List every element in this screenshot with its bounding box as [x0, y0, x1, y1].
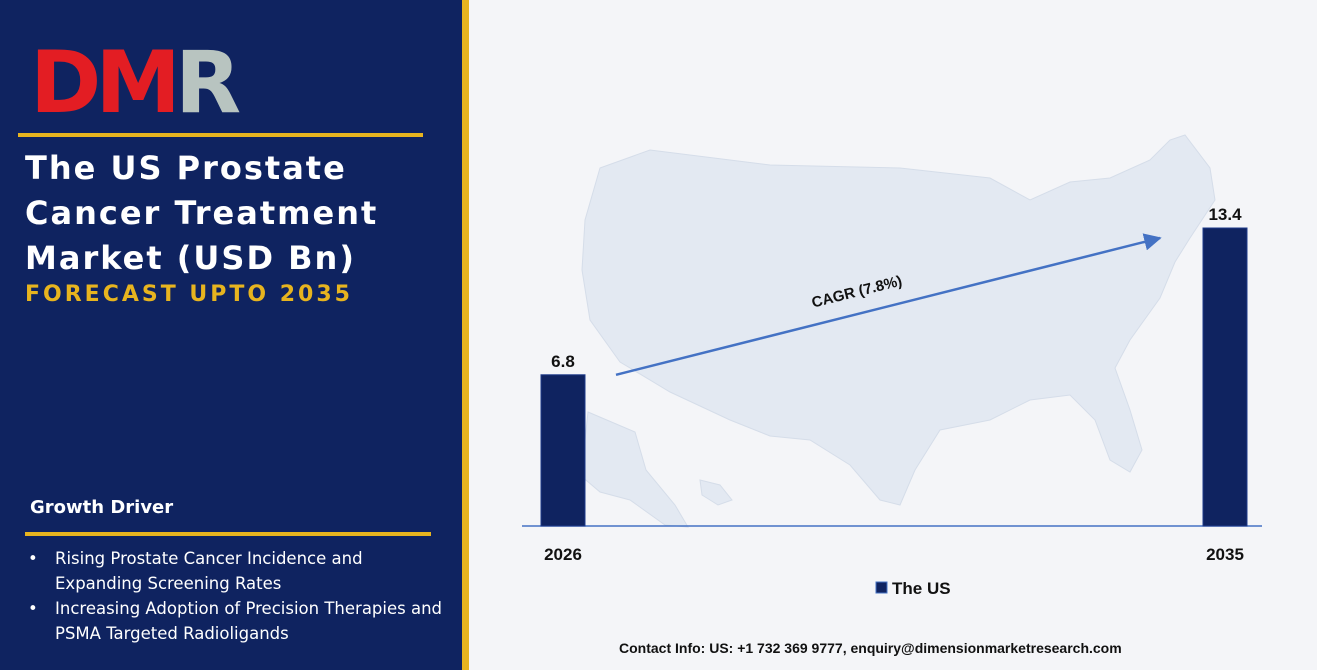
growth-driver-list: Rising Prostate Cancer Incidence and Exp…	[28, 546, 448, 646]
bar-2026	[540, 374, 586, 527]
cagr-arrow	[615, 233, 1162, 376]
title-divider	[18, 133, 423, 137]
legend-label: The US	[892, 579, 951, 598]
growth-driver-heading: Growth Driver	[30, 497, 174, 518]
x-tick-label: 2035	[1206, 545, 1244, 564]
svg-text:DMR: DMR	[30, 40, 240, 120]
legend-swatch	[875, 581, 888, 594]
bar-2035	[1202, 227, 1248, 527]
growth-driver-item: Increasing Adoption of Precision Therapi…	[28, 596, 448, 646]
x-tick-label: 2026	[544, 545, 582, 564]
us-map-background	[579, 134, 1216, 528]
dmr-logo: DMR	[30, 40, 240, 120]
growth-driver-item: Rising Prostate Cancer Incidence and Exp…	[28, 546, 448, 596]
contact-info: Contact Info: US: +1 732 369 9777, enqui…	[619, 640, 1122, 656]
data-label-2026: 6.8	[551, 352, 575, 371]
page-subtitle: FORECAST UPTO 2035	[25, 282, 353, 307]
left-panel: DMR The US Prostate Cancer Treatment Mar…	[0, 0, 462, 670]
growth-driver-divider	[25, 532, 431, 536]
accent-stripe	[462, 0, 469, 670]
page-title: The US Prostate Cancer Treatment Market …	[25, 149, 379, 277]
data-label-2035: 13.4	[1208, 205, 1242, 224]
